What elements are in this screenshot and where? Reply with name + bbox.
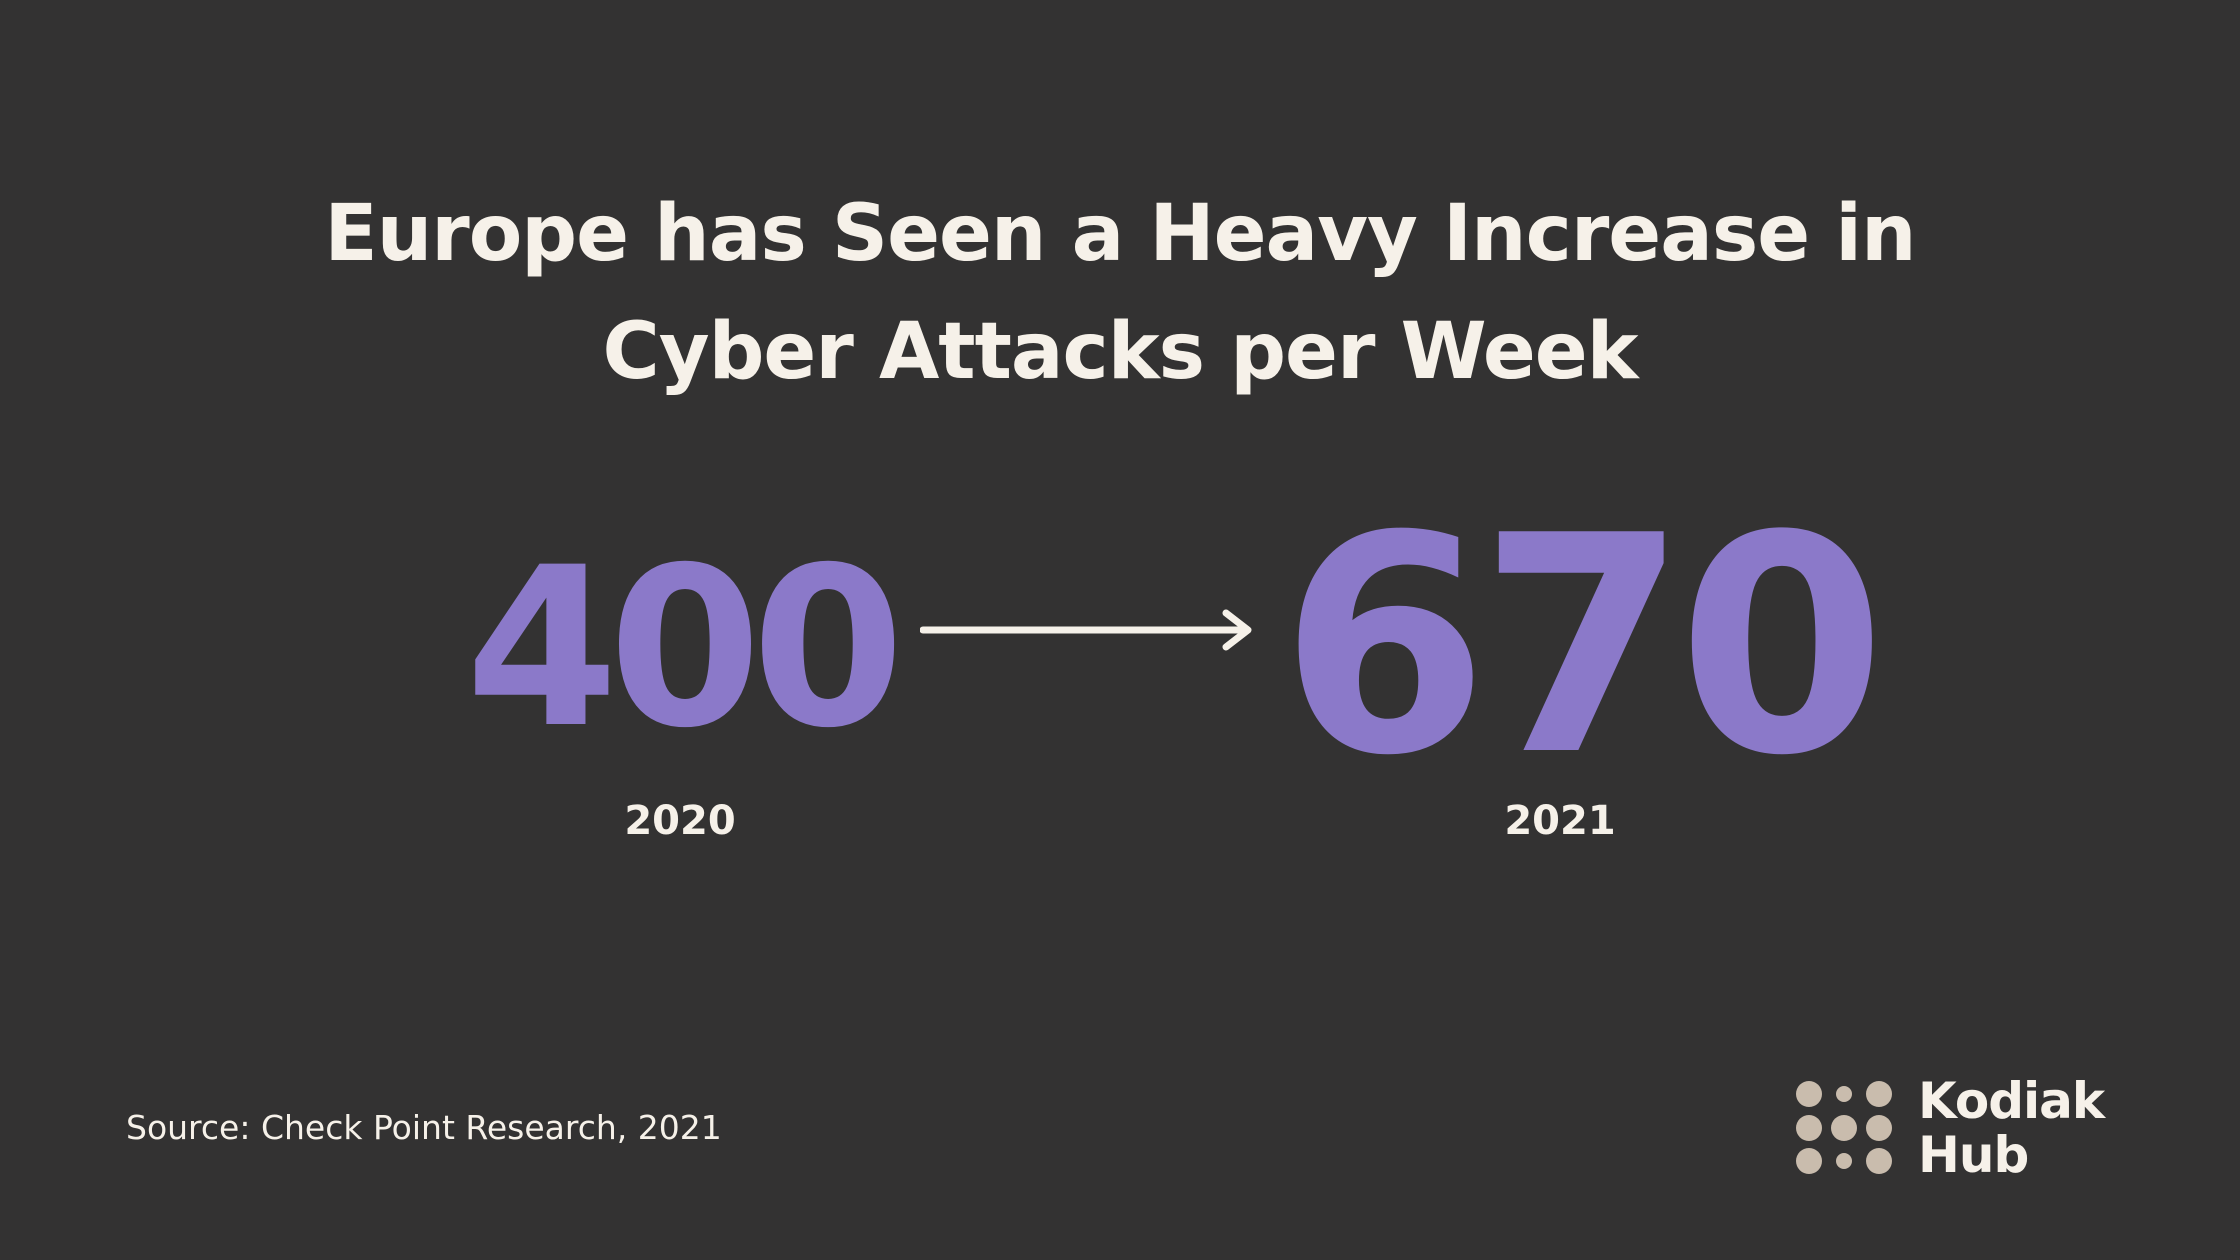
stat-2020-value: 400 [465, 520, 904, 776]
title-line-2: Cyber Attacks per Week [602, 307, 1639, 397]
year-label-2021: 2021 [1504, 798, 1616, 844]
brand-name-line-2: Hub [1918, 1126, 2029, 1184]
year-label-2020: 2020 [624, 798, 736, 844]
stat-2021-value: 670 [1280, 472, 1886, 821]
brand-name-line-1: Kodiak [1918, 1072, 2105, 1130]
dot-grid-logo-icon [1796, 1081, 1892, 1174]
kodiak-hub-logo: Kodiak Hub [1796, 1074, 2126, 1182]
source-citation: Source: Check Point Research, 2021 [126, 1108, 722, 1147]
brand-name: Kodiak Hub [1918, 1072, 2105, 1184]
title-line-1: Europe has Seen a Heavy Increase in [324, 189, 1916, 279]
page-title: Europe has Seen a Heavy Increase in Cybe… [0, 175, 2240, 411]
right-arrow-icon [920, 609, 1252, 651]
